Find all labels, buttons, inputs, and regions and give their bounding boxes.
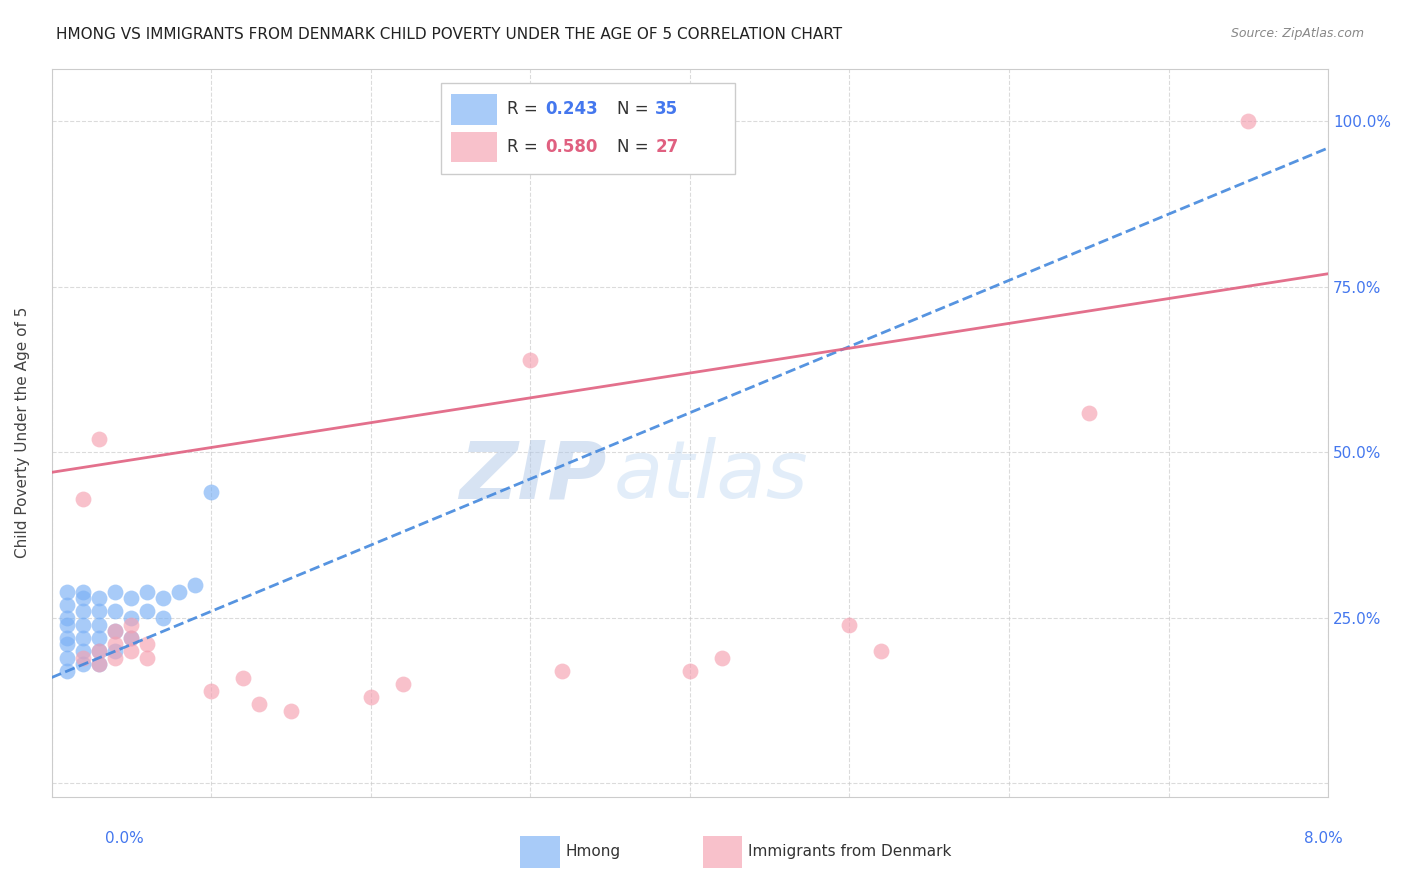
Point (56, 631, 79, 645)
Point (72, 617, 94, 632)
Point (232, 671, 254, 685)
Text: 8.0%: 8.0% (1303, 831, 1343, 846)
Point (104, 650, 127, 665)
Point (1237, 114, 1260, 128)
Point (247, 697, 270, 711)
Text: 0.0%: 0.0% (105, 831, 145, 846)
Point (120, 617, 142, 632)
Point (120, 631, 142, 645)
Text: N =: N = (617, 100, 654, 118)
Point (89, 432, 111, 446)
Point (391, 677, 413, 691)
Point (136, 650, 159, 665)
Point (280, 704, 302, 718)
Point (200, 683, 222, 698)
Point (120, 591, 142, 606)
Text: 0.243: 0.243 (546, 100, 599, 118)
Point (89, 657, 111, 672)
Text: Source: ZipAtlas.com: Source: ZipAtlas.com (1230, 27, 1364, 40)
Point (72, 644, 94, 658)
Point (56, 598, 79, 612)
Point (152, 611, 174, 625)
Point (89, 657, 111, 672)
Text: R =: R = (508, 138, 543, 156)
Point (167, 584, 190, 599)
Point (89, 644, 111, 658)
Point (89, 644, 111, 658)
Point (519, 352, 541, 367)
Point (89, 617, 111, 632)
Point (56, 617, 79, 632)
Point (1077, 406, 1099, 420)
Point (136, 584, 159, 599)
Point (104, 644, 127, 658)
Point (72, 584, 94, 599)
Point (838, 617, 860, 632)
FancyBboxPatch shape (441, 83, 734, 174)
Y-axis label: Child Poverty Under the Age of 5: Child Poverty Under the Age of 5 (15, 307, 30, 558)
Point (360, 690, 382, 705)
Point (104, 604, 127, 618)
Point (89, 631, 111, 645)
Point (152, 591, 174, 606)
Point (72, 591, 94, 606)
Point (72, 604, 94, 618)
Point (56, 611, 79, 625)
FancyBboxPatch shape (451, 132, 498, 162)
Point (870, 644, 893, 658)
Point (184, 578, 207, 592)
Point (120, 644, 142, 658)
Point (56, 584, 79, 599)
Point (710, 650, 733, 665)
Point (89, 591, 111, 606)
Text: N =: N = (617, 138, 654, 156)
Text: Hmong: Hmong (565, 845, 620, 859)
Point (136, 637, 159, 651)
Point (136, 604, 159, 618)
Point (551, 664, 574, 678)
Point (72, 657, 94, 672)
Text: atlas: atlas (613, 437, 808, 516)
Point (72, 631, 94, 645)
Point (56, 650, 79, 665)
FancyBboxPatch shape (451, 94, 498, 125)
Point (104, 637, 127, 651)
Point (72, 650, 94, 665)
Text: 27: 27 (655, 138, 679, 156)
Point (56, 664, 79, 678)
Text: HMONG VS IMMIGRANTS FROM DENMARK CHILD POVERTY UNDER THE AGE OF 5 CORRELATION CH: HMONG VS IMMIGRANTS FROM DENMARK CHILD P… (56, 27, 842, 42)
Point (200, 485, 222, 500)
Text: ZIP: ZIP (460, 437, 607, 516)
Point (120, 631, 142, 645)
Text: R =: R = (508, 100, 543, 118)
Point (72, 491, 94, 506)
Point (104, 624, 127, 639)
Point (89, 604, 111, 618)
Point (120, 611, 142, 625)
Point (104, 624, 127, 639)
Text: 0.580: 0.580 (546, 138, 598, 156)
Text: 35: 35 (655, 100, 679, 118)
Point (56, 637, 79, 651)
Point (104, 584, 127, 599)
Text: Immigrants from Denmark: Immigrants from Denmark (748, 845, 952, 859)
Point (679, 664, 702, 678)
